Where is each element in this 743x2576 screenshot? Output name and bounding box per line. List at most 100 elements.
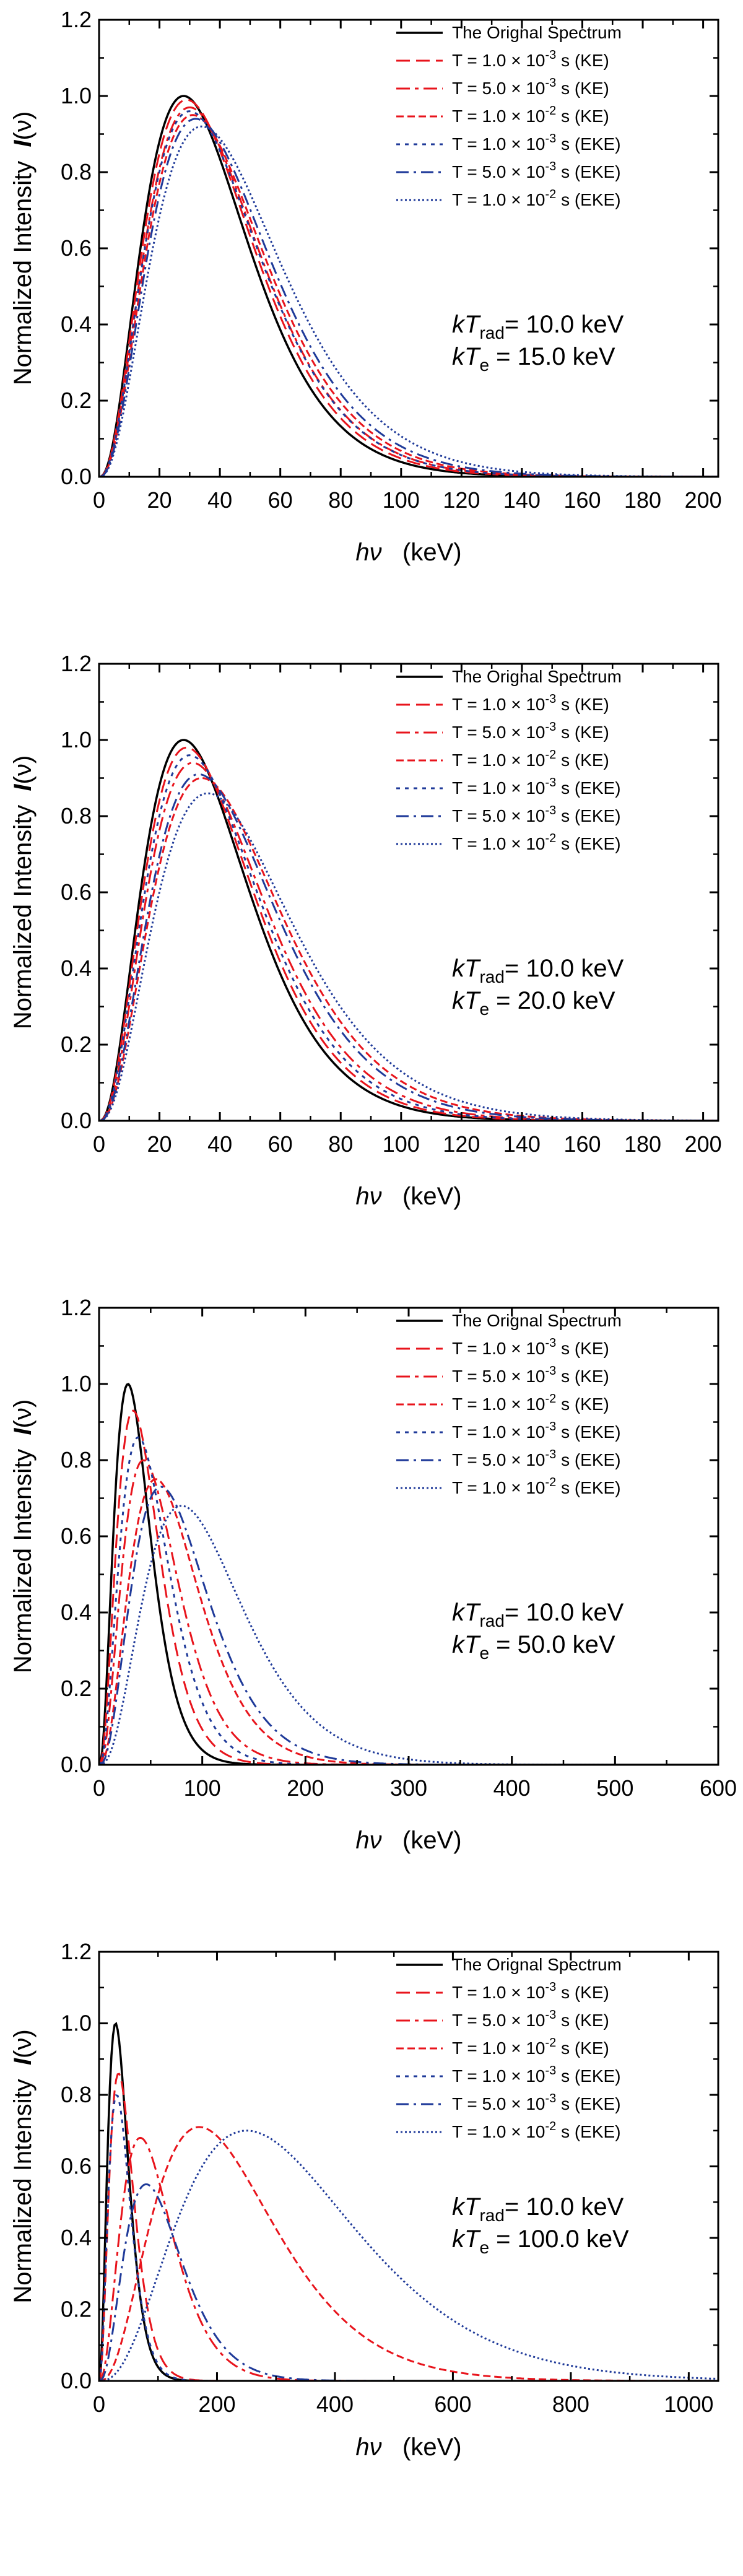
y-tick-label: 0.0 (61, 1752, 92, 1777)
plot-frame (98, 1951, 719, 2382)
y-tick-label: 0.6 (61, 1523, 92, 1549)
legend-text-pre: T = 5.0 × 10 (452, 723, 545, 742)
chart-panel-4: 0 200 400 600 800 1000 0.0 0.2 0.4 0.6 0.8 1.0 1.2 hν… (0, 1932, 743, 2576)
legend-text-post: s (EKE) (556, 1450, 620, 1469)
series-line-3 (99, 762, 718, 1121)
legend-text-exp: -3 (545, 720, 557, 734)
legend-text-pre: T = 1.0 × 10 (452, 2039, 545, 2058)
annotation-line-2: kTe = 15.0 keV (452, 343, 615, 375)
annot-sub: rad (479, 1611, 504, 1630)
y-tick-label: 0.2 (61, 1032, 92, 1057)
annot-value: = 10.0 keV (505, 1599, 624, 1626)
chart-panel-2: 0 20 40 60 80 100 120 140 160 180 200 0.0 0.2 0.4 0.6 0… (0, 644, 743, 1288)
x-axis-title: hν (keV) (355, 1183, 461, 1210)
legend-text-post: s (KE) (556, 1395, 609, 1414)
annot-sub: e (479, 999, 489, 1019)
chart-svg-4: 0 200 400 600 800 1000 0.0 0.2 0.4 0.6 0.8 1.0 1.2 hν… (9, 1939, 719, 2461)
series-line-5 (99, 754, 718, 1121)
legend-text-post: s (KE) (556, 107, 609, 126)
legend-text-post: s (KE) (556, 1339, 609, 1358)
legend-label-5: T = 1.0 × 10-3 s (EKE) (452, 776, 621, 798)
series-line-1 (99, 739, 718, 1121)
legend-text-post: s (EKE) (556, 778, 620, 798)
annot-value: = 10.0 keV (505, 955, 624, 982)
legend-text-pre: T = 5.0 × 10 (452, 2094, 545, 2113)
legend-text-pre: T = 1.0 × 10 (452, 1478, 545, 1497)
legend-text-pre: T = 5.0 × 10 (452, 162, 545, 181)
y-tick-label: 0.6 (61, 2154, 92, 2179)
legend-text-post: s (EKE) (556, 1422, 620, 1442)
y-tick-label: 0.0 (61, 464, 92, 489)
legend-label-4: T = 1.0 × 10-2 s (KE) (452, 748, 609, 770)
annot-sub: e (479, 355, 489, 375)
legend-text-post: s (EKE) (556, 2066, 620, 2086)
legend-text-exp: -2 (545, 104, 557, 118)
legend-text-post: s (KE) (556, 723, 609, 742)
legend-text-post: s (EKE) (556, 134, 620, 154)
legend-text-pre: T = 1.0 × 10 (452, 2066, 545, 2086)
legend-text-exp: -2 (545, 2120, 557, 2133)
x-tick-label: 180 (624, 487, 661, 513)
series-line-6 (99, 2183, 718, 2381)
legend-text-exp: -3 (545, 160, 557, 173)
x-axis-unit: (keV) (382, 1183, 462, 1210)
legend-label-3: T = 5.0 × 10-3 s (KE) (452, 720, 609, 742)
legend-text-exp: -3 (545, 2092, 557, 2105)
legend-label-3: T = 5.0 × 10-3 s (KE) (452, 76, 609, 98)
y-tick-label: 0.0 (61, 2368, 92, 2393)
legend-text-post: s (KE) (556, 51, 609, 70)
annot-value: = 50.0 keV (489, 1631, 615, 1658)
legend-label-7: T = 1.0 × 10-2 s (EKE) (452, 188, 621, 209)
legend-text-post: s (KE) (556, 79, 609, 98)
y-axis-arg: (ν) (9, 111, 37, 141)
legend-text-pre: T = 1.0 × 10 (452, 1422, 545, 1442)
x-tick-label: 160 (563, 1131, 601, 1157)
x-axis-title: hν (keV) (355, 1827, 461, 1854)
x-tick-label: 80 (328, 487, 353, 513)
legend-label-6: T = 5.0 × 10-3 s (EKE) (452, 160, 621, 181)
legend-text-main: The Orignal Spectrum (452, 23, 622, 42)
legend-text-main: The Orignal Spectrum (452, 667, 622, 686)
annot-value: = 20.0 keV (489, 987, 615, 1014)
y-tick-label: 1.2 (61, 1295, 92, 1320)
legend-label-2: T = 1.0 × 10-3 s (KE) (452, 1980, 609, 2002)
y-tick-label: 0.8 (61, 159, 92, 185)
x-axis-unit: (keV) (382, 1827, 462, 1854)
legend-text-post: s (KE) (556, 2039, 609, 2058)
annot-sub: rad (479, 2206, 504, 2225)
x-tick-label: 800 (552, 2391, 589, 2417)
x-tick-label: 0 (93, 1131, 105, 1157)
x-tick-label: 600 (700, 1775, 737, 1801)
annot-kT: kT (452, 2193, 481, 2221)
annotation-line-1: kTrad= 10.0 keV (452, 2193, 624, 2225)
x-axis-title: hν (keV) (355, 2434, 461, 2461)
legend-text-post: s (KE) (556, 2011, 609, 2030)
series-line-1 (99, 2022, 718, 2381)
legend-text-exp: -2 (545, 748, 557, 762)
legend-text-pre: T = 1.0 × 10 (452, 1395, 545, 1414)
legend-label-1: The Orignal Spectrum (452, 1955, 622, 1974)
legend-text-exp: -2 (545, 832, 557, 845)
y-tick-label: 0.4 (61, 2225, 92, 2250)
x-tick-label: 300 (390, 1775, 427, 1801)
series-line-2 (99, 98, 718, 477)
legend-text-post: s (EKE) (556, 162, 620, 181)
x-axis-symbol: hν (355, 1827, 381, 1854)
annot-sub: e (479, 2238, 489, 2257)
y-axis-symbol: I (9, 1428, 37, 1435)
legend-text-pre: T = 1.0 × 10 (452, 1983, 545, 2002)
series-line-6 (99, 1486, 718, 1765)
legend-label-6: T = 5.0 × 10-3 s (EKE) (452, 804, 621, 825)
legend-text-exp: -3 (545, 1448, 557, 1461)
legend-text-pre: T = 5.0 × 10 (452, 79, 545, 98)
series-line-1 (99, 1383, 718, 1765)
y-axis-label: Normalized Intensity (9, 1435, 37, 1674)
legend-text-exp: -2 (545, 188, 557, 201)
y-tick-label: 0.4 (61, 1599, 92, 1625)
y-axis-title: Normalized Intensity I(ν) (9, 1399, 37, 1673)
y-tick-label: 0.8 (61, 803, 92, 829)
series-line-5 (99, 1436, 718, 1765)
x-tick-label: 100 (383, 487, 420, 513)
legend-text-post: s (EKE) (556, 2122, 620, 2141)
x-axis-title: hν (keV) (355, 539, 461, 566)
